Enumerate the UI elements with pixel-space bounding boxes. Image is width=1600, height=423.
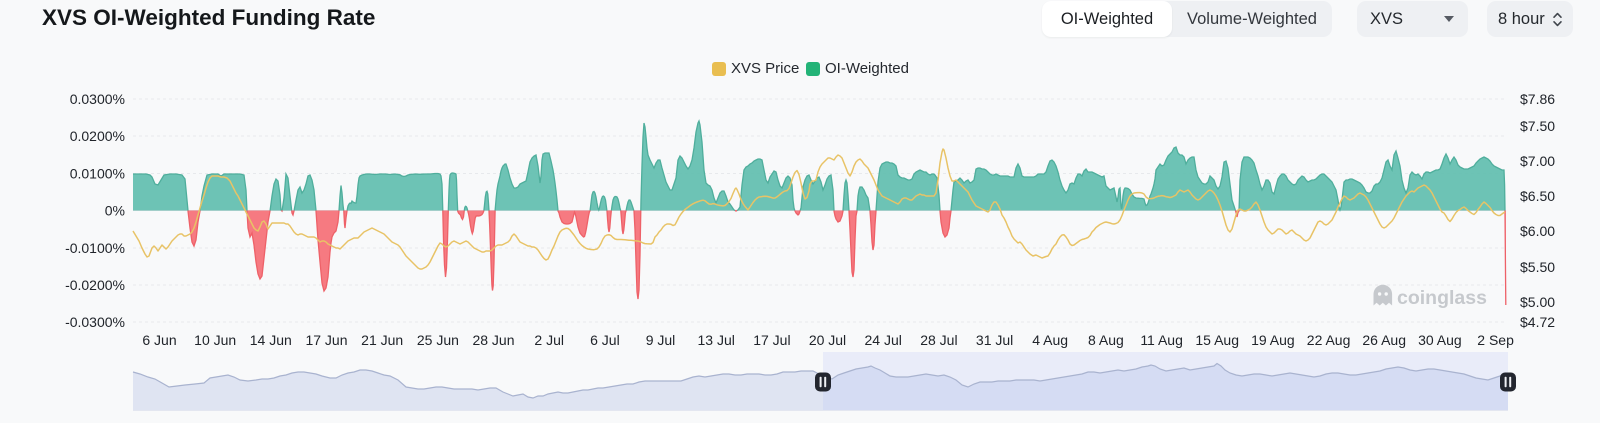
svg-text:$7.00: $7.00: [1520, 153, 1555, 169]
svg-text:0%: 0%: [105, 203, 125, 219]
svg-text:$6.00: $6.00: [1520, 223, 1555, 239]
svg-text:25 Jun: 25 Jun: [417, 332, 459, 348]
svg-text:-0.0200%: -0.0200%: [65, 277, 125, 293]
svg-text:8 Aug: 8 Aug: [1088, 332, 1124, 348]
svg-text:2 Jul: 2 Jul: [534, 332, 564, 348]
svg-text:-0.0100%: -0.0100%: [65, 240, 125, 256]
svg-text:coinglass: coinglass: [1397, 287, 1487, 309]
svg-text:17 Jul: 17 Jul: [753, 332, 790, 348]
svg-text:4 Aug: 4 Aug: [1032, 332, 1068, 348]
svg-text:$7.86: $7.86: [1520, 91, 1555, 107]
svg-text:30 Aug: 30 Aug: [1418, 332, 1462, 348]
svg-text:9 Jul: 9 Jul: [646, 332, 676, 348]
svg-text:20 Jul: 20 Jul: [809, 332, 846, 348]
svg-text:31 Jul: 31 Jul: [976, 332, 1013, 348]
svg-text:19 Aug: 19 Aug: [1251, 332, 1295, 348]
svg-text:24 Jul: 24 Jul: [865, 332, 902, 348]
svg-text:21 Jun: 21 Jun: [361, 332, 403, 348]
svg-text:15 Aug: 15 Aug: [1195, 332, 1239, 348]
svg-text:$5.50: $5.50: [1520, 259, 1555, 275]
svg-text:-0.0300%: -0.0300%: [65, 314, 125, 330]
svg-text:14 Jun: 14 Jun: [250, 332, 292, 348]
svg-text:28 Jul: 28 Jul: [920, 332, 957, 348]
svg-text:$6.50: $6.50: [1520, 188, 1555, 204]
svg-text:0.0100%: 0.0100%: [70, 166, 125, 182]
svg-text:11 Aug: 11 Aug: [1140, 332, 1183, 348]
svg-text:17 Jun: 17 Jun: [305, 332, 347, 348]
svg-text:26 Aug: 26 Aug: [1362, 332, 1406, 348]
svg-text:13 Jul: 13 Jul: [698, 332, 735, 348]
svg-text:$4.72: $4.72: [1520, 314, 1555, 330]
svg-text:6 Jun: 6 Jun: [142, 332, 176, 348]
svg-text:10 Jun: 10 Jun: [194, 332, 236, 348]
svg-text:2 Sep: 2 Sep: [1477, 332, 1514, 348]
svg-text:$7.50: $7.50: [1520, 118, 1555, 134]
svg-text:28 Jun: 28 Jun: [472, 332, 514, 348]
svg-text:0.0200%: 0.0200%: [70, 128, 125, 144]
svg-text:0.0300%: 0.0300%: [70, 91, 125, 107]
svg-text:$5.00: $5.00: [1520, 294, 1555, 310]
svg-text:22 Aug: 22 Aug: [1307, 332, 1351, 348]
svg-text:6 Jul: 6 Jul: [590, 332, 620, 348]
